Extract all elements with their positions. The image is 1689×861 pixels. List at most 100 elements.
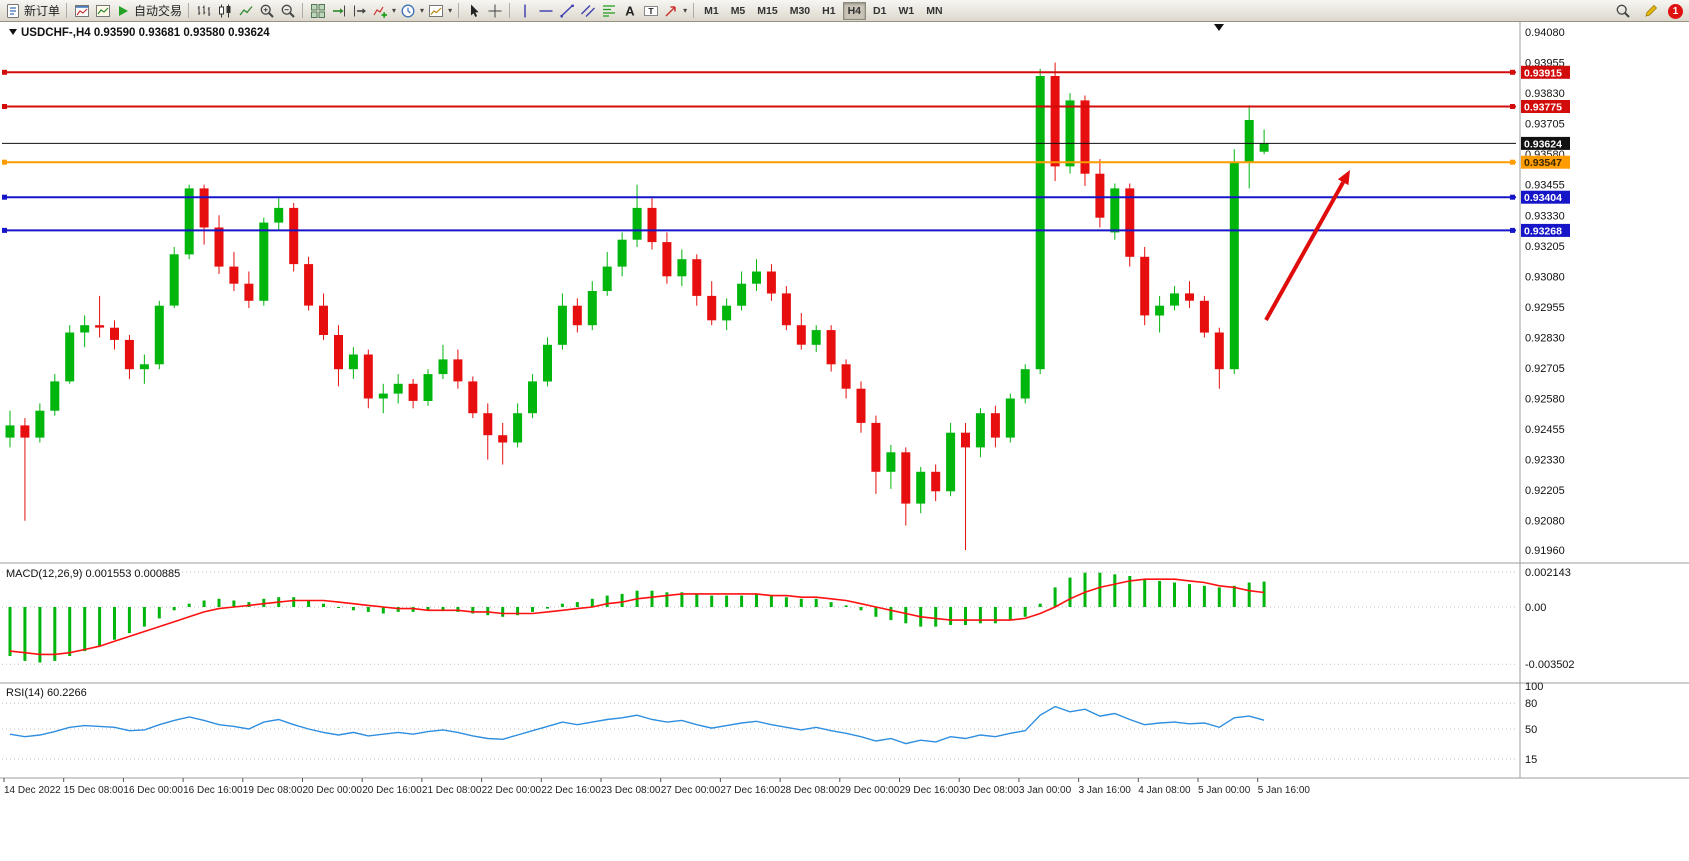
profiles-button[interactable] [92,1,113,21]
timeframe-m5[interactable]: M5 [726,2,751,20]
chart-shift-button[interactable] [349,1,370,21]
svg-text:29 Dec 00:00: 29 Dec 00:00 [840,785,900,796]
chart-shift-icon [353,5,366,16]
svg-text:0.92455: 0.92455 [1525,424,1565,436]
svg-text:22 Dec 00:00: 22 Dec 00:00 [482,785,542,796]
charts-window-button[interactable] [71,1,92,21]
separator [458,3,460,18]
trend-arrow-annotation[interactable] [1264,170,1350,321]
notification-badge[interactable]: 1 [1668,3,1683,19]
price-badge-0.93547 [1521,155,1570,169]
new-order-icon [7,3,19,18]
line-chart-icon [239,5,253,15]
fibonacci-button[interactable] [598,1,619,21]
search-button[interactable] [1612,1,1633,21]
templates-icon [429,4,444,17]
edit-icon [1644,4,1657,17]
rsi-line [9,705,1265,745]
svg-text:14 Dec 2022: 14 Dec 2022 [4,785,61,796]
svg-text:0.93080: 0.93080 [1525,271,1565,283]
text-label-icon: T [643,5,658,16]
horizontal-line-button[interactable] [535,1,556,21]
horizontal-line-icon [539,9,553,12]
svg-text:-0.003502: -0.003502 [1525,659,1575,671]
arrows-icon [665,5,676,17]
svg-text:3 Jan 16:00: 3 Jan 16:00 [1079,785,1132,796]
svg-text:0.93330: 0.93330 [1525,210,1565,222]
edit-button[interactable] [1640,1,1661,21]
svg-text:0.93205: 0.93205 [1525,241,1565,253]
cursor-button[interactable] [463,1,484,21]
timeframe-m30[interactable]: M30 [785,2,815,20]
channel-icon [580,4,595,17]
svg-text:0.92330: 0.92330 [1525,455,1565,467]
zoom-out-icon [281,4,295,18]
svg-text:16 Dec 00:00: 16 Dec 00:00 [123,785,183,796]
templates-button[interactable]: ▾ [426,1,454,21]
rsi-panel [9,705,1265,745]
chart-title: USDCHF-,H4 0.93590 0.93681 0.93580 0.936… [21,27,270,39]
svg-text:0.91960: 0.91960 [1525,545,1565,557]
svg-text:0.92080: 0.92080 [1525,516,1565,528]
rsi-label: RSI(14) 60.2266 [6,687,87,699]
separator [302,3,304,18]
chart-shift-marker[interactable] [1214,24,1224,31]
svg-text:0.92830: 0.92830 [1525,332,1565,344]
zoom-in-button[interactable] [256,1,277,21]
svg-text:0.93705: 0.93705 [1525,119,1565,131]
time-axis[interactable]: 14 Dec 2022 15 Dec 08:00 16 Dec 00:00 16 De… [3,778,1310,796]
arrows-button[interactable]: ▾ [661,1,689,21]
periods-button[interactable]: ▾ [398,1,426,21]
candlestick-chart-button[interactable] [214,1,235,21]
svg-text:0.93830: 0.93830 [1525,88,1565,100]
indicator-gridlines [2,571,1516,760]
new-order-button[interactable]: 新订单 [3,1,62,21]
timeframe-d1[interactable]: D1 [868,2,891,20]
candles-icon [218,4,231,17]
toolbar-right-group: 1 [1612,0,1683,22]
timeframe-h1[interactable]: H1 [817,2,840,20]
svg-text:28 Dec 08:00: 28 Dec 08:00 [780,785,840,796]
text-button[interactable]: A [619,1,640,21]
crosshair-button[interactable] [484,1,505,21]
vertical-line-icon [523,4,526,17]
price-axis[interactable]: 0.940800.939550.938300.937050.935800.934… [1521,27,1575,766]
vertical-line-button[interactable] [514,1,535,21]
svg-text:22 Dec 16:00: 22 Dec 16:00 [541,785,601,796]
timeframe-m1[interactable]: M1 [699,2,724,20]
svg-text:3 Jan 00:00: 3 Jan 00:00 [1019,785,1072,796]
svg-text:A: A [625,3,635,18]
svg-text:27 Dec 16:00: 27 Dec 16:00 [720,785,780,796]
cursor-icon [470,4,479,17]
price-badge-0.93404 [1521,190,1570,204]
auto-scroll-button[interactable] [328,1,349,21]
separator [66,3,68,18]
zoom-out-button[interactable] [277,1,298,21]
bar-chart-button[interactable] [193,1,214,21]
timeframe-m15[interactable]: M15 [752,2,782,20]
tile-windows-button[interactable] [307,1,328,21]
bars-icon [197,5,210,16]
timeframe-h4[interactable]: H4 [842,1,867,20]
channel-button[interactable] [577,1,598,21]
timeframe-w1[interactable]: W1 [893,2,919,20]
auto-trading-button[interactable]: 自动交易 [113,1,184,21]
separator [693,3,695,18]
macd-label: MACD(12,26,9) 0.001553 0.000885 [6,568,180,580]
svg-text:0.002143: 0.002143 [1525,567,1571,579]
svg-text:0.93915: 0.93915 [1524,67,1562,79]
indicators-button[interactable]: ▾ [370,1,398,21]
svg-text:20 Dec 16:00: 20 Dec 16:00 [362,785,422,796]
svg-text:15: 15 [1525,754,1537,766]
svg-text:29 Dec 16:00: 29 Dec 16:00 [900,785,960,796]
svg-text:0.93455: 0.93455 [1525,180,1565,192]
price-badge-0.93624 [1521,136,1570,150]
timeframe-mn[interactable]: MN [921,2,947,20]
text-label-button[interactable]: T [640,1,661,21]
svg-text:0.92955: 0.92955 [1525,302,1565,314]
indicators-icon [373,6,388,18]
line-chart-button[interactable] [235,1,256,21]
charts-window-icon [74,4,89,17]
trendline-button[interactable] [556,1,577,21]
